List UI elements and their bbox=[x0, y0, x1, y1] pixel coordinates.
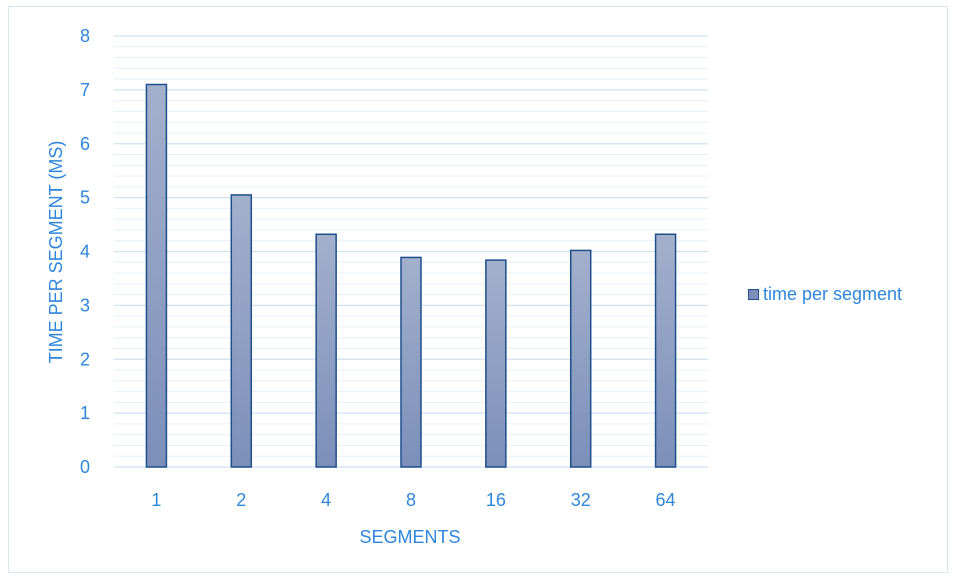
x-tick-label: 4 bbox=[321, 490, 331, 510]
y-tick-label: 5 bbox=[80, 188, 90, 208]
y-tick-label: 3 bbox=[80, 295, 90, 315]
legend-label: time per segment bbox=[763, 284, 903, 304]
x-tick-label: 2 bbox=[236, 490, 246, 510]
legend-swatch bbox=[748, 289, 759, 300]
y-axis-label: TIME PER SEGMENT (MS) bbox=[46, 141, 66, 364]
bar-32 bbox=[569, 249, 592, 468]
x-tick-label: 16 bbox=[486, 490, 506, 510]
bar-8 bbox=[400, 256, 422, 468]
x-axis-label: SEGMENTS bbox=[359, 527, 460, 547]
bars bbox=[145, 83, 677, 468]
y-tick-label: 7 bbox=[80, 80, 90, 100]
y-tick-labels: 0 1 2 3 4 5 6 7 8 bbox=[80, 26, 90, 477]
bar-64 bbox=[654, 233, 677, 468]
legend: time per segment bbox=[748, 284, 902, 305]
bar-4 bbox=[315, 233, 337, 468]
x-tick-label: 1 bbox=[151, 490, 161, 510]
x-tick-label: 64 bbox=[656, 490, 676, 510]
x-tick-labels: 1 2 4 8 16 32 64 bbox=[151, 490, 675, 510]
bar-1 bbox=[145, 83, 168, 468]
x-tick-label: 32 bbox=[571, 490, 591, 510]
y-tick-label: 0 bbox=[80, 457, 90, 477]
y-tick-label: 2 bbox=[80, 349, 90, 369]
y-tick-label: 4 bbox=[80, 242, 90, 262]
bar-16 bbox=[485, 259, 507, 468]
x-tick-label: 8 bbox=[406, 490, 416, 510]
y-tick-label: 6 bbox=[80, 134, 90, 154]
bar-2 bbox=[230, 194, 253, 468]
y-tick-label: 8 bbox=[80, 26, 90, 46]
y-tick-label: 1 bbox=[80, 403, 90, 423]
